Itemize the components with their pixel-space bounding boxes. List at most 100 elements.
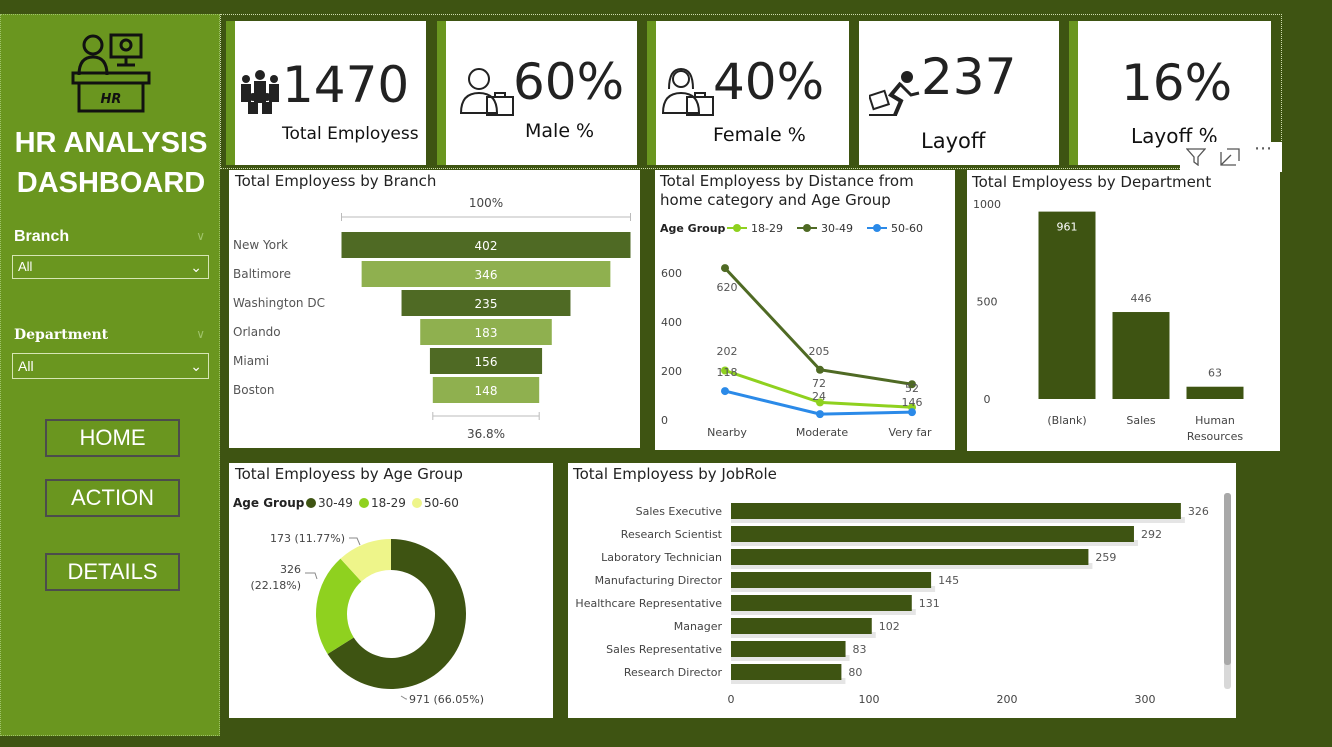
running-exit-icon	[869, 71, 920, 116]
chevron-down-icon[interactable]: ∨	[196, 327, 205, 341]
donut-slice	[340, 539, 391, 582]
age-donut-panel: Total Employess by Age Group Age Group 3…	[229, 463, 553, 718]
bar-shadow	[731, 563, 1093, 569]
y-category-label: Healthcare Representative	[575, 597, 722, 610]
y-tick-label: 400	[661, 316, 682, 329]
chevron-down-icon[interactable]: ∨	[196, 229, 205, 243]
branch-select-value: All	[18, 259, 33, 274]
dashboard-title-line2: DASHBOARD	[16, 167, 206, 199]
hr-desk-icon: HR	[71, 33, 151, 113]
data-label: 24	[812, 390, 826, 403]
y-tick-label: 1000	[973, 198, 1001, 211]
department-select[interactable]: All ⌄	[12, 353, 209, 379]
department-bar	[1112, 312, 1170, 399]
kpi-value: 237	[921, 48, 1017, 106]
bar-shadow	[731, 517, 1185, 523]
distance-line-chart: Age Group 18-29 30-49 50-60 0 200 400 600 Nearb…	[660, 222, 932, 439]
data-label: 146	[902, 396, 923, 409]
funnel-bar	[420, 319, 552, 345]
kpi-accent	[226, 21, 235, 165]
kpi-layoff: 237 Layoff	[859, 21, 1059, 165]
action-button[interactable]: ACTION	[45, 479, 180, 517]
details-button[interactable]: DETAILS	[45, 553, 180, 591]
kpi-layoff-percent: 16% Layoff %	[1069, 21, 1271, 165]
bar-value-label: 961	[1057, 221, 1078, 234]
bar-value-label: 326	[1188, 505, 1209, 518]
jobrole-bar	[731, 618, 872, 634]
more-options-icon[interactable]: ⋯	[1254, 138, 1272, 159]
donut-slice	[316, 558, 362, 654]
bar-value-label: 292	[1141, 528, 1162, 541]
funnel-top-label: 100%	[469, 196, 503, 210]
jobrole-bar	[731, 549, 1089, 565]
department-select-value: All	[18, 358, 34, 374]
kpi-total-employees: 1470 Total Employess	[226, 21, 426, 165]
series-point	[721, 387, 729, 396]
home-button[interactable]: HOME	[45, 419, 180, 457]
funnel-category-label: New York	[233, 238, 288, 252]
series-point	[816, 398, 824, 407]
y-category-label: Laboratory Technician	[601, 551, 722, 564]
distance-line-panel: Total Employess by Distance from home ca…	[655, 170, 955, 450]
data-label: 52	[905, 382, 919, 395]
x-tick-label: (Blank)	[1047, 414, 1086, 427]
chart-title: Total Employess by Department	[972, 173, 1212, 191]
data-label: 202	[717, 345, 738, 358]
kpi-strip	[220, 14, 1282, 169]
funnel-bar-value: 346	[475, 268, 498, 282]
x-tick-label: Resources	[1187, 430, 1243, 443]
funnel-bar	[429, 348, 543, 374]
y-tick-label: 200	[661, 365, 682, 378]
bar-value-label: 102	[879, 620, 900, 633]
y-category-label: Sales Representative	[606, 643, 722, 656]
scrollbar-thumb[interactable]	[1224, 493, 1231, 665]
funnel-bar-value: 235	[475, 297, 498, 311]
y-category-label: Research Scientist	[621, 528, 723, 541]
bar-value-label: 131	[919, 597, 940, 610]
donut-slice	[327, 539, 467, 689]
funnel-category-label: Washington DC	[233, 296, 325, 310]
funnel-category-label: Orlando	[233, 325, 281, 339]
funnel-bar-value: 148	[475, 384, 498, 398]
bar-value-label: 83	[853, 643, 867, 656]
bar-shadow	[731, 540, 1138, 546]
data-label: 72	[812, 377, 826, 390]
scrollbar-track[interactable]	[1224, 493, 1231, 689]
employees-group-icon	[241, 70, 279, 114]
kpi-label: Total Employess	[282, 124, 419, 144]
legend-marker	[359, 498, 369, 508]
funnel-bar	[432, 377, 540, 403]
kpi-label: Female %	[713, 124, 806, 146]
bar-value-label: 446	[1131, 292, 1152, 305]
x-tick-label: Very far	[888, 426, 932, 439]
branch-select[interactable]: All ⌄	[12, 255, 209, 279]
y-category-label: Research Director	[624, 666, 723, 679]
dashboard-title-line1: HR ANALYSIS	[14, 127, 208, 159]
x-tick-label: 200	[997, 693, 1018, 706]
legend-label: 18-29	[371, 496, 406, 510]
bar-shadow	[731, 609, 916, 615]
jobrole-bar	[731, 595, 912, 611]
department-bar	[1186, 386, 1244, 399]
series-point	[721, 366, 729, 375]
kpi-label: Male %	[525, 120, 595, 142]
label-leader	[305, 572, 318, 580]
legend-marker	[733, 224, 741, 232]
funnel-bar	[341, 232, 631, 258]
legend-marker	[412, 498, 422, 508]
filter-icon[interactable]	[1186, 148, 1206, 166]
legend-marker	[873, 224, 881, 232]
svg-text:HR: HR	[101, 92, 122, 107]
data-label: 118	[717, 366, 738, 379]
y-tick-label: 0	[984, 393, 991, 406]
x-tick-label: 100	[859, 693, 880, 706]
funnel-category-label: Boston	[233, 383, 274, 397]
focus-mode-icon[interactable]	[1220, 148, 1240, 166]
slice-label: 173 (11.77%)	[270, 532, 345, 545]
kpi-female-percent: 40% Female %	[647, 21, 849, 165]
y-tick-label: 0	[661, 414, 668, 427]
series-point	[721, 264, 729, 273]
label-leader	[400, 695, 407, 700]
branch-funnel-panel: Total Employess by Branch 100% 36.8% 402…	[229, 170, 640, 448]
x-tick-label: 300	[1135, 693, 1156, 706]
